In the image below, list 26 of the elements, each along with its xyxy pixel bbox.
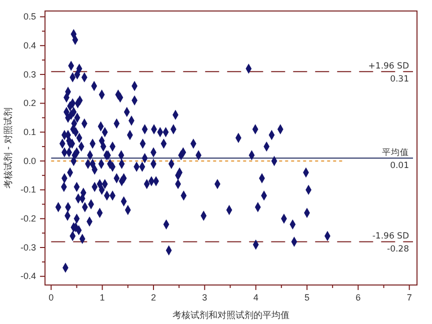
y-tick-label: -0.3: [20, 242, 36, 252]
x-tick-label: 1: [100, 292, 105, 302]
annotation: -0.28: [387, 244, 409, 255]
y-tick-label: -0.2: [20, 214, 36, 224]
x-axis-title: 考核试剂和对照试剂的平均值: [172, 310, 290, 321]
ref-line-label: -1.96 SD: [372, 232, 410, 242]
x-tick-label: 5: [304, 292, 310, 302]
y-tick-label: 0.2: [23, 98, 36, 108]
x-tick-label: 6: [356, 292, 361, 302]
x-tick-label: 3: [202, 292, 208, 302]
annotation: 0.31: [390, 74, 409, 85]
x-tick-label: 0: [48, 292, 54, 302]
y-tick-label: 0.1: [23, 127, 36, 138]
y-tick-label: 0.0: [23, 156, 36, 166]
y-tick-label: 0.3: [23, 69, 36, 80]
y-tick-label: -0.1: [20, 184, 36, 195]
x-tick-label: 7: [406, 292, 412, 302]
y-tick-label: 0.4: [23, 40, 36, 50]
y-tick-label: -0.4: [20, 271, 36, 282]
y-axis-title: 考核试剂 - 对照试剂: [3, 108, 14, 188]
ref-line-label: +1.96 SD: [368, 62, 410, 72]
y-tick-label: 0.5: [23, 12, 36, 22]
annotation: 0.01: [390, 161, 409, 172]
x-tick-label: 2: [150, 292, 156, 302]
ref-line-label: 平均值: [382, 147, 409, 158]
x-tick-label: 4: [253, 292, 258, 302]
